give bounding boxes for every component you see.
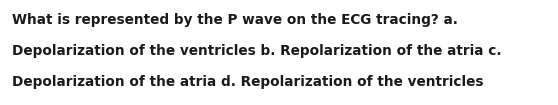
Text: What is represented by the P wave on the ECG tracing? a.: What is represented by the P wave on the… [12, 13, 458, 27]
Text: Depolarization of the ventricles b. Repolarization of the atria c.: Depolarization of the ventricles b. Repo… [12, 44, 502, 58]
Text: Depolarization of the atria d. Repolarization of the ventricles: Depolarization of the atria d. Repolariz… [12, 75, 484, 89]
